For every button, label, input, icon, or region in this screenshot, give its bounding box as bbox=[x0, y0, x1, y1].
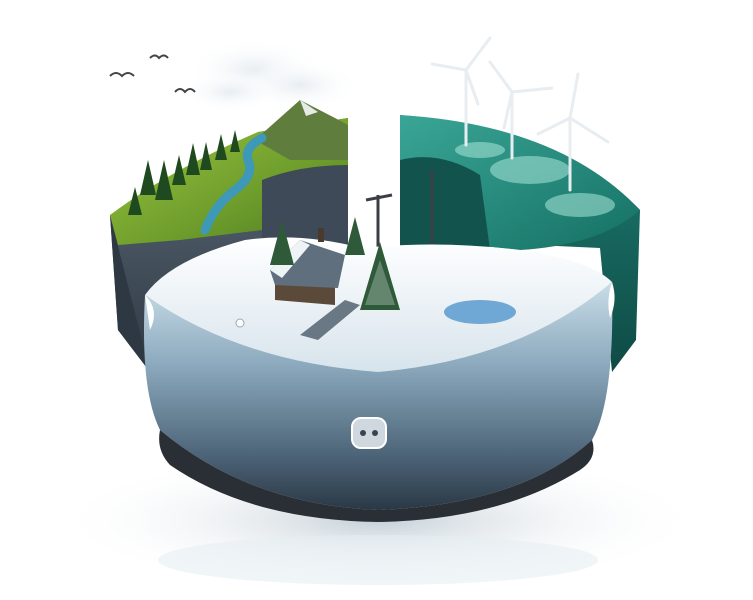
cloud-icon bbox=[180, 38, 360, 112]
mountain bbox=[255, 100, 348, 160]
frozen-pond bbox=[444, 300, 516, 324]
bird-icon bbox=[109, 54, 196, 94]
snow-winter-segment bbox=[144, 217, 615, 522]
offshore-wind-segment bbox=[400, 36, 640, 372]
wind-turbine-icon bbox=[430, 36, 610, 192]
pine-tree-icon bbox=[270, 217, 400, 310]
pine-tree-icon bbox=[128, 130, 240, 215]
snow-figure bbox=[235, 318, 245, 328]
river bbox=[200, 133, 267, 235]
power-socket-icon bbox=[351, 417, 387, 449]
